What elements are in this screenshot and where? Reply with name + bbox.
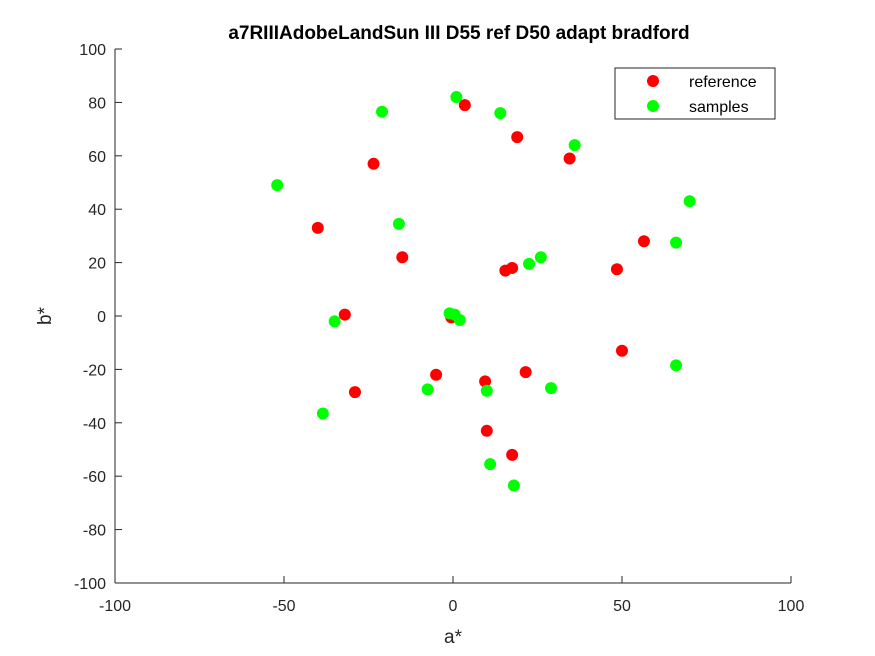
reference-point [458,99,471,112]
legend-marker-reference [647,75,659,87]
reference-point [563,152,576,165]
y-tick-label: 60 [88,149,106,166]
reference-point [348,386,361,399]
reference-point [480,424,493,437]
reference-point [637,235,650,248]
samples-point [453,314,466,327]
samples-point [316,407,329,420]
reference-point [511,131,524,144]
y-tick-label: -100 [74,576,106,593]
samples-point [376,105,389,118]
reference-point [367,157,380,170]
y-tick-label: 80 [88,95,106,112]
samples-point [523,257,536,270]
reference-point [396,251,409,264]
samples-point [480,384,493,397]
samples-point [392,217,405,230]
samples-point [328,315,341,328]
samples-point [484,458,497,471]
reference-point [519,366,532,379]
chart-title: a7RIIIAdobeLandSun III D55 ref D50 adapt… [228,23,689,44]
x-tick-label: 100 [778,598,805,615]
reference-point [610,263,623,276]
samples-point [421,383,434,396]
legend-label-reference: reference [689,74,757,91]
reference-point [616,344,628,357]
samples-point [271,179,284,192]
y-tick-label: -60 [83,469,106,486]
reference-point [506,448,519,461]
samples-point [545,382,558,395]
x-axis-label: a* [444,627,463,648]
y-tick-label: 0 [97,309,106,326]
samples-point [670,359,683,372]
x-tick-label: 50 [613,598,631,615]
y-tick-label: -20 [83,362,106,379]
y-tick-label: 40 [88,202,106,219]
samples-point [683,195,696,208]
legend: reference samples [614,67,776,120]
reference-point [430,368,443,381]
y-tick-label: 100 [79,42,106,59]
y-tick-label: 20 [88,256,106,273]
samples-point [568,139,581,152]
legend-marker-samples [647,100,659,112]
reference-point [499,264,512,277]
x-tick-label: -100 [99,598,131,615]
samples-point [534,251,547,264]
legend-label-samples: samples [689,99,749,116]
y-tick-label: -80 [83,523,106,540]
samples-point [670,236,683,249]
reference-point [479,375,492,388]
reference-point [311,221,324,234]
y-axis-label: b* [35,306,56,325]
x-tick-label: 0 [449,598,458,615]
reference-point [338,308,351,321]
legend-box [614,67,776,120]
samples-point [450,91,463,104]
samples-point [507,479,520,492]
x-tick-label: -50 [272,598,295,615]
plot-area: -100 -50 0 50 100 -100 -80 -60 -40 -20 0 20 40 60 80 10… [74,42,804,615]
samples-point [494,107,507,120]
y-tick-label: -40 [83,416,106,433]
